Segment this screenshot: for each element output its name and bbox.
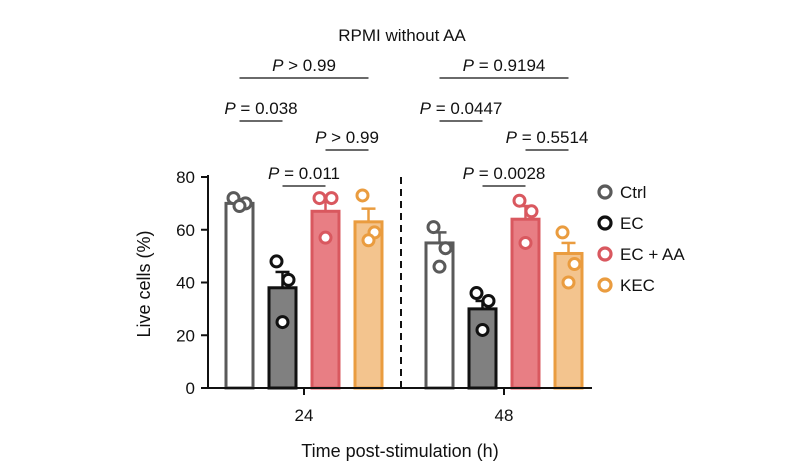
legend-label-ec-aa: EC + AA <box>620 245 685 264</box>
legend-label-ctrl: Ctrl <box>620 183 646 202</box>
p-value-label-0: P > 0.99 <box>272 56 336 75</box>
data-point-ec-48-2 <box>475 322 490 337</box>
legend-marker-ec-aa <box>597 246 613 262</box>
x-axis-label: Time post-stimulation (h) <box>301 441 498 461</box>
p-value-label-6: P = 0.5514 <box>506 128 589 147</box>
p-value-label-3: P = 0.011 <box>268 164 340 183</box>
y-axis-label: Live cells (%) <box>134 230 154 337</box>
bar-ec-24 <box>267 286 298 390</box>
data-point-ec-48-0 <box>469 286 484 301</box>
chart-title: RPMI without AA <box>338 26 466 45</box>
data-point-ec-aa-24-2 <box>318 230 333 245</box>
bar-ec-48 <box>467 307 498 390</box>
legend-label-kec: KEC <box>620 276 655 295</box>
p-value-label-7: P = 0.0028 <box>463 164 546 183</box>
data-point-kec-24-0 <box>355 188 370 203</box>
data-point-ec-aa-48-1 <box>524 204 539 219</box>
data-point-ec-aa-48-0 <box>512 193 527 208</box>
bar-kec-48 <box>553 251 584 390</box>
data-point-ec-24-0 <box>269 254 284 269</box>
data-point-ctrl-48-1 <box>438 241 453 256</box>
bar-ctrl-24 <box>224 201 255 390</box>
data-point-ctrl-48-2 <box>432 259 447 274</box>
data-point-ec-48-1 <box>481 293 496 308</box>
data-point-ec-24-2 <box>275 315 290 330</box>
y-tick-label-0: 0 <box>186 379 195 398</box>
p-value-label-1: P = 0.038 <box>224 99 297 118</box>
data-point-kec-24-2 <box>361 233 376 248</box>
data-point-ec-aa-24-0 <box>312 191 327 206</box>
legend-marker-kec <box>597 277 613 293</box>
axes-layer: 0 20 40 60 80 24 48 <box>176 168 592 425</box>
legend-label-ec: EC <box>620 214 644 233</box>
y-tick-label-60: 60 <box>176 221 195 240</box>
p-value-label-2: P > 0.99 <box>315 128 379 147</box>
data-point-kec-48-1 <box>567 257 582 272</box>
x-tick-label-24: 24 <box>295 406 314 425</box>
y-tick-label-20: 20 <box>176 326 195 345</box>
data-point-ctrl-24-2 <box>232 199 247 214</box>
comparison-annotations: P > 0.99 P = 0.038 P > 0.99 P = 0.011 P = 0.… <box>224 56 589 187</box>
data-point-ec-aa-24-1 <box>324 191 339 206</box>
y-tick-label-80: 80 <box>176 168 195 187</box>
data-point-ec-aa-48-2 <box>518 235 533 250</box>
p-value-label-5: P = 0.0447 <box>420 99 503 118</box>
y-tick-label-40: 40 <box>176 274 195 293</box>
legend-marker-ec <box>597 215 613 231</box>
data-point-kec-48-2 <box>561 275 576 290</box>
data-point-kec-48-0 <box>555 225 570 240</box>
data-point-ctrl-48-0 <box>426 220 441 235</box>
data-point-ec-24-1 <box>281 272 296 287</box>
x-tick-label-48: 48 <box>495 406 514 425</box>
bars-layer <box>224 188 584 390</box>
legend-marker-ctrl <box>597 184 613 200</box>
legend: Ctrl EC EC + AA KEC <box>597 183 685 295</box>
p-value-label-4: P = 0.9194 <box>463 56 546 75</box>
